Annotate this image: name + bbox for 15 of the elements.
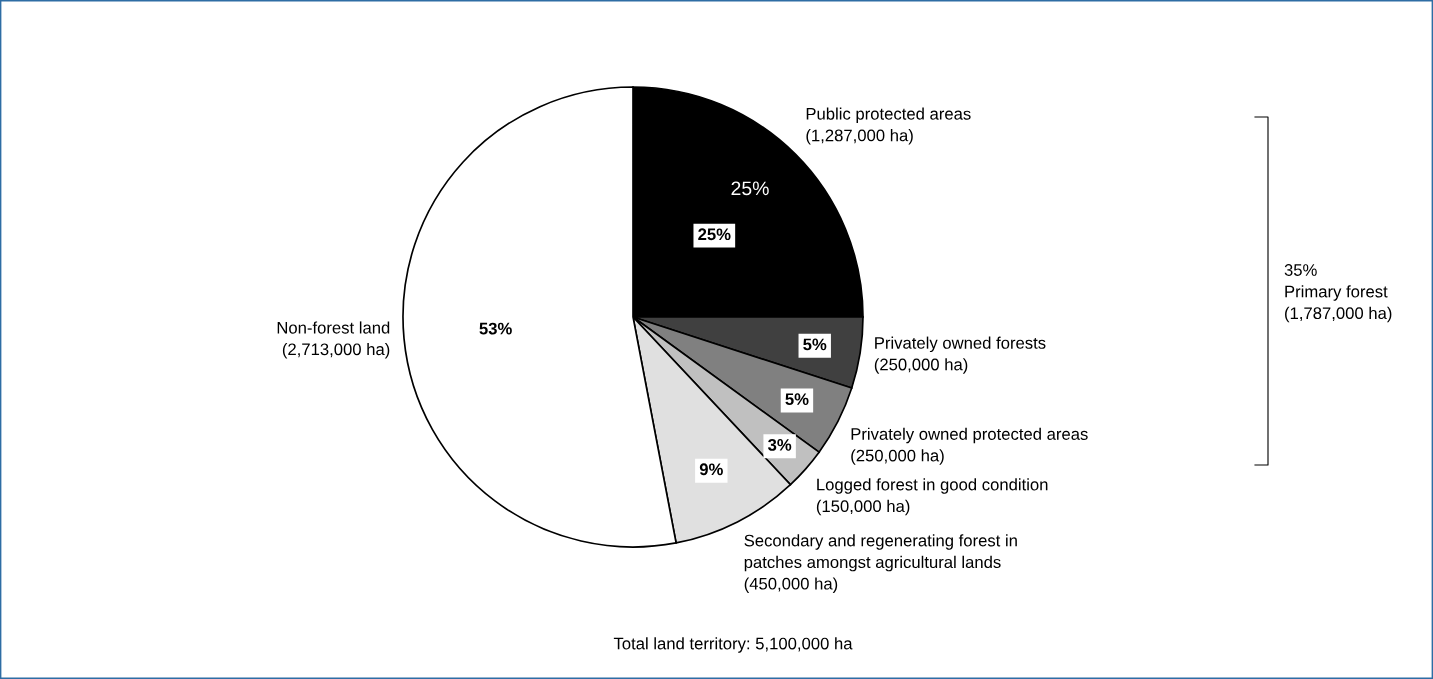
data-label: 5% [785, 393, 809, 406]
slice-label: Logged forest in good condition (150,000 ha) [816, 478, 1048, 516]
data-label: 5% [803, 338, 827, 351]
slice-label: Secondary and regenerating forest in patches amongst agricultural lands (450,000 ha) [744, 534, 1017, 593]
data-label: 53% [479, 322, 512, 335]
slice-label: Privately owned protected areas (250,000 ha) [851, 427, 1088, 465]
data-label: 3% [767, 438, 792, 451]
text: 25% [731, 181, 769, 196]
text: 35% Primary forest (1,787,000 ha) [1284, 264, 1392, 323]
data-label: 25% [698, 228, 731, 241]
text: Total land territory: 5,100,000 ha [613, 637, 853, 653]
slice-label: Privately owned forests (250,000 ha) [874, 336, 1046, 374]
data-label: 9% [699, 463, 723, 476]
slice-label: Public protected areas (1,287,000 ha) [806, 107, 971, 145]
slice-label: Non-forest land (2,713,000 ha) [277, 321, 390, 359]
